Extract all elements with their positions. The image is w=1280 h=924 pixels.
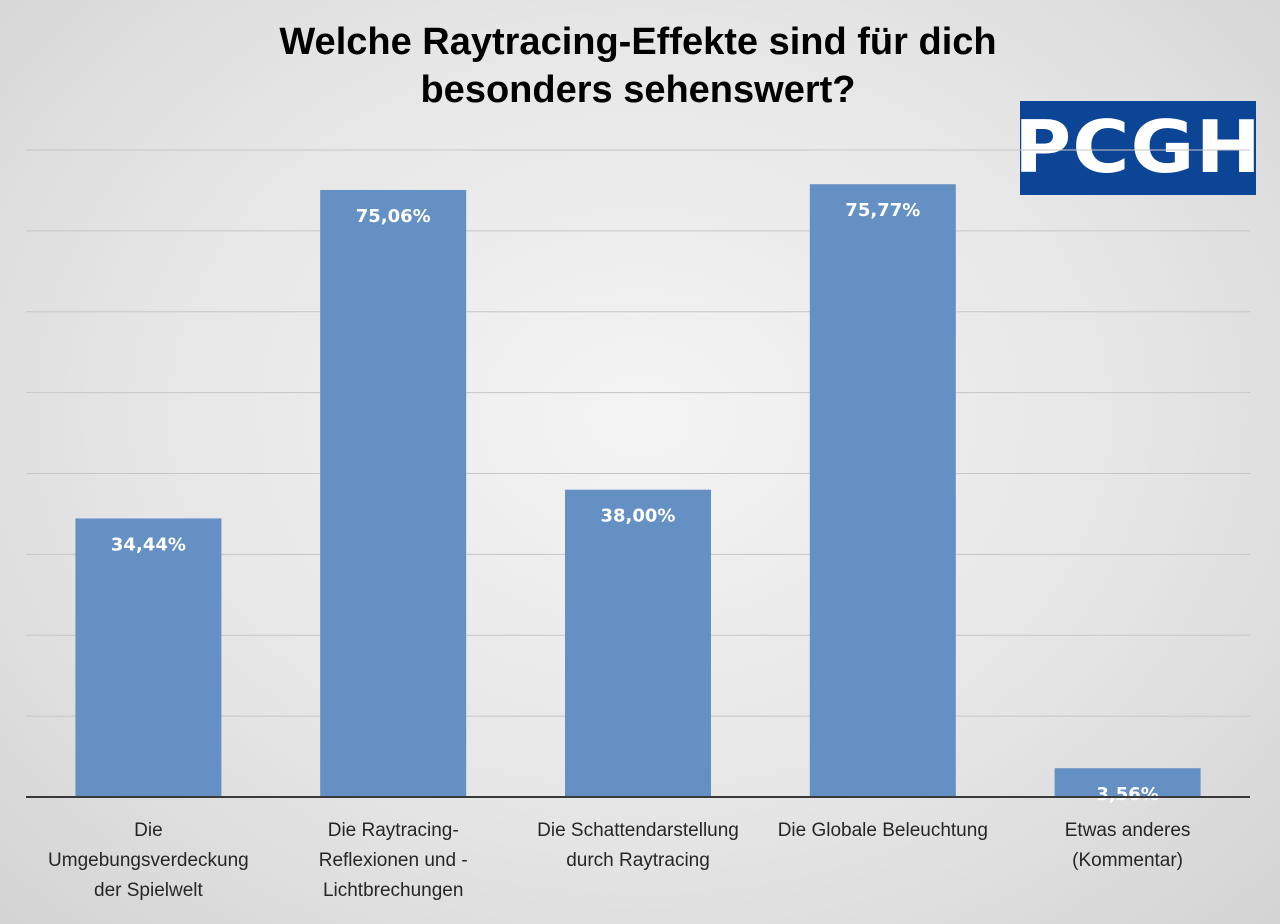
bar: [809, 184, 956, 797]
category-label: Die Schattendarstellung durch Raytracing: [537, 820, 739, 871]
pcgh-logo-text: PCGH: [1014, 106, 1262, 190]
category-label: Die Globale Beleuchtung: [777, 820, 988, 841]
pcgh-logo: PCGH: [1014, 101, 1261, 195]
data-label: 75,77%: [845, 200, 920, 221]
category-label: Etwas anderes (Kommentar): [1064, 820, 1191, 871]
data-label: 75,06%: [356, 206, 431, 227]
data-label: 3,56%: [1096, 784, 1158, 805]
chart-title: Welche Raytracing-Effekte sind für dich b…: [279, 21, 997, 111]
bar: [1054, 768, 1201, 797]
bar: [75, 518, 222, 797]
data-label: 38,00%: [601, 506, 676, 527]
data-label: 34,44%: [111, 534, 186, 555]
category-label: Die Raytracing- Reflexionen und - Lichtbre…: [318, 820, 468, 901]
bar: [320, 189, 467, 797]
bar: [565, 489, 711, 797]
category-label: Die Umgebungsverdeckung der Spielwelt: [48, 820, 249, 901]
